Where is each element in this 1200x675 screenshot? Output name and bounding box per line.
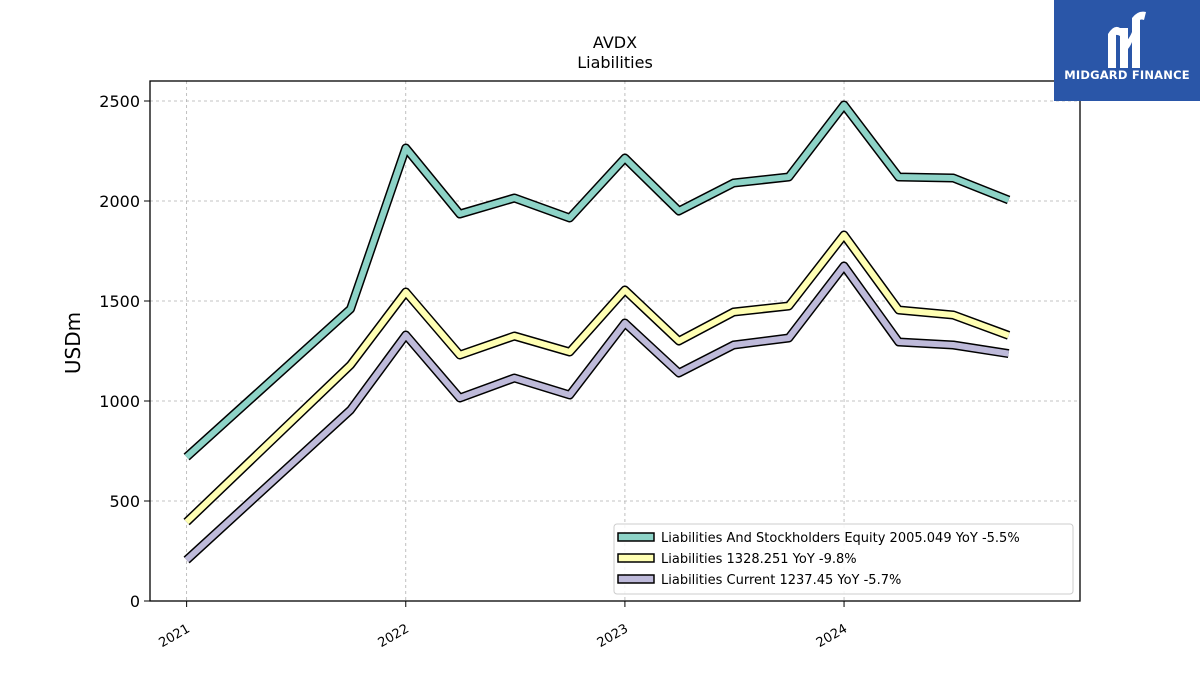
legend-swatch [617,553,655,563]
legend-entry: Liabilities Current 1237.45 YoY -5.7% [661,573,901,588]
y-tick-label: 1500 [99,292,140,311]
x-tick-label: 2022 [376,621,412,651]
y-tick-label: 0 [130,592,140,611]
y-axis-label: USDm [61,312,85,374]
chart-subtitle: Liabilities [577,53,653,72]
x-axis-ticks: 2021 2022 2023 2024 [156,601,850,651]
plot-frame [149,80,1081,602]
x-tick-label: 2023 [595,621,631,651]
x-tick-label: 2021 [156,621,192,651]
legend-swatch [617,532,655,542]
series-outline-2 [183,230,1011,526]
chart-title: AVDX [593,33,637,52]
y-tick-label: 1000 [99,392,140,411]
x-tick-label: 2024 [814,621,850,651]
series-line-1 [184,102,1010,460]
logo-mark-icon [1108,11,1146,68]
legend-entry: Liabilities 1328.251 YoY -9.8% [661,552,857,567]
y-axis-ticks: 0 500 1000 1500 2000 2500 [99,92,150,611]
series-lines [183,100,1011,564]
series-line-2 [184,232,1010,525]
legend-entry: Liabilities And Stockholders Equity 2005… [661,531,1020,546]
y-tick-label: 2500 [99,92,140,111]
y-tick-label: 500 [109,492,140,511]
legend: Liabilities And Stockholders Equity 2005… [613,523,1074,595]
legend-box [613,523,1074,595]
y-tick-label: 2000 [99,192,140,211]
brand-logo: MIDGARD FINANCE [1054,0,1200,101]
legend-swatch [617,574,655,584]
series-outline-3 [183,261,1010,564]
series-line-3 [184,263,1010,563]
logo-text: MIDGARD FINANCE [1064,68,1190,82]
